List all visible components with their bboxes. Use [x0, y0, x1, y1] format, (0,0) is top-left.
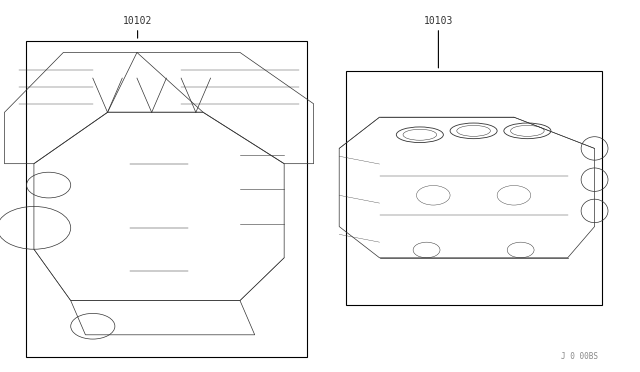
Text: 10102: 10102 [123, 16, 152, 26]
Text: J 0 00BS: J 0 00BS [561, 352, 598, 361]
Text: 10103: 10103 [424, 16, 453, 26]
Bar [26, 41, 307, 357]
Bar [346, 71, 602, 305]
